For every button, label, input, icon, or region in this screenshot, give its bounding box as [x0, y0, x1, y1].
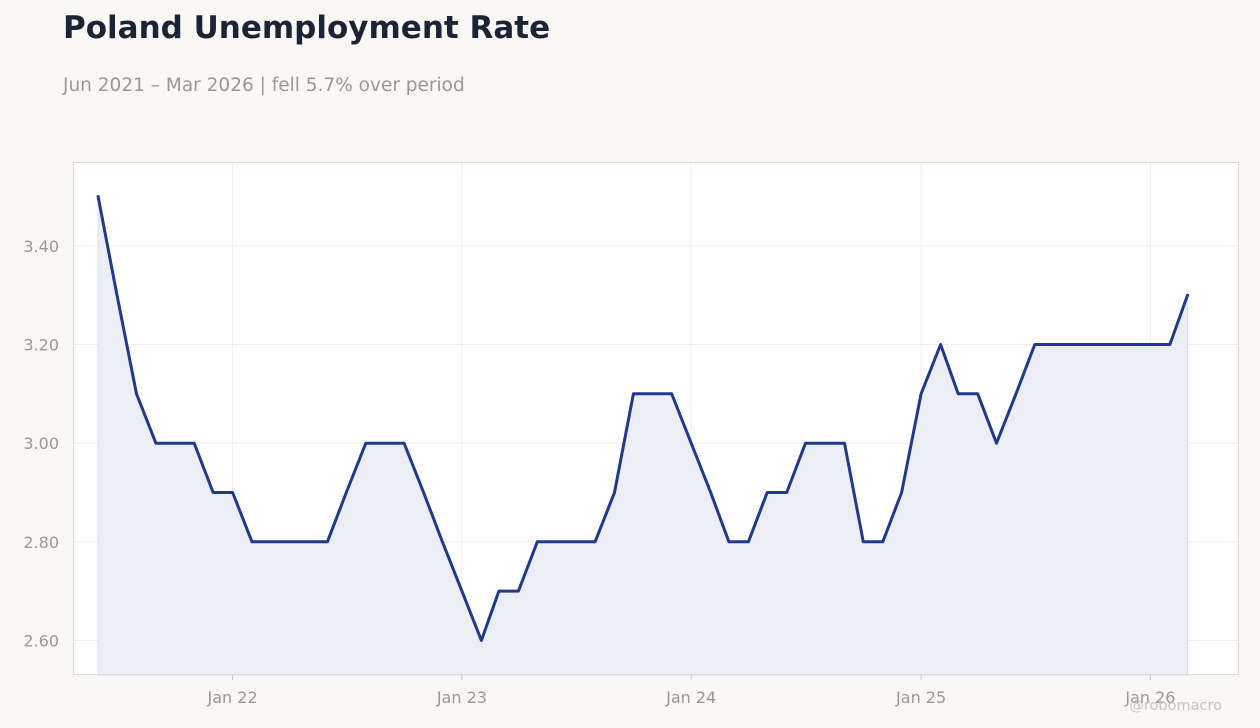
watermark: @robomacro [1129, 698, 1222, 714]
x-tick-label: Jan 23 [436, 688, 487, 707]
y-tick-label: 3.20 [23, 336, 59, 355]
y-tick-label: 3.40 [23, 237, 59, 256]
x-tick-label: Jan 25 [895, 688, 946, 707]
y-tick-label: 2.80 [23, 533, 59, 552]
series-line [96, 195, 1189, 642]
x-tick-label: Jan 22 [207, 688, 258, 707]
x-axis: Jan 22 Jan 23 Jan 24 Jan 25 Jan 26 [207, 675, 1175, 707]
y-tick-label: 3.00 [23, 434, 59, 453]
y-axis: 2.60 2.80 3.00 3.20 3.40 [23, 237, 59, 651]
y-tick-label: 2.60 [23, 631, 59, 650]
chart-subtitle: Jun 2021 – Mar 2026 | fell 5.7% over per… [63, 75, 465, 96]
chart-title: Poland Unemployment Rate [63, 10, 551, 46]
plot-border [73, 162, 1239, 675]
x-tick-label: Jan 24 [665, 688, 716, 707]
x-tick-label: Jan 26 [1124, 688, 1175, 707]
